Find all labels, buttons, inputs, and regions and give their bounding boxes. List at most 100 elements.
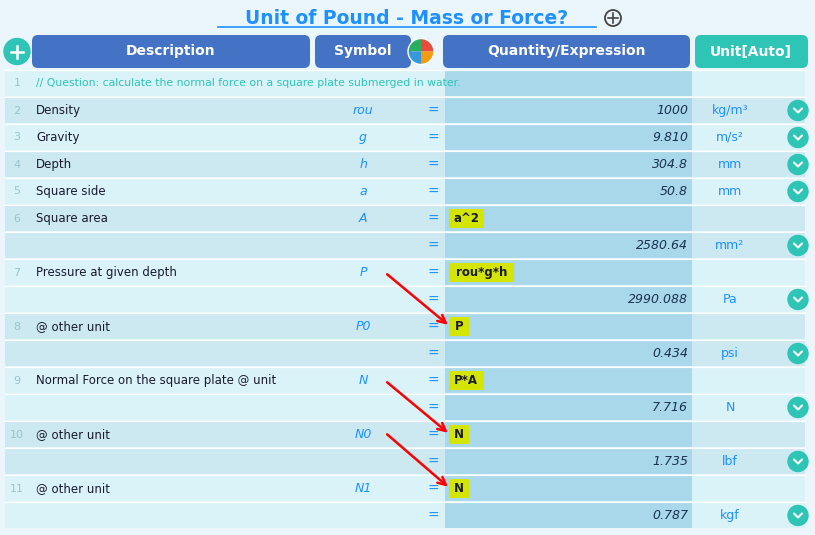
Bar [445, 152, 692, 177]
Text: 6: 6 [14, 213, 20, 224]
Text: Unit of Pound - Mass or Force?: Unit of Pound - Mass or Force? [245, 9, 569, 27]
Bar [445, 98, 692, 123]
Text: 50.8: 50.8 [660, 185, 688, 198]
Text: 4: 4 [13, 159, 20, 170]
Circle shape [788, 289, 808, 310]
Text: 9: 9 [13, 376, 20, 386]
Bar [449, 317, 469, 336]
Circle shape [788, 398, 808, 417]
Text: 2990.088: 2990.088 [628, 293, 688, 306]
Bar [5, 97, 805, 123]
Text: psi: psi [721, 347, 739, 360]
Text: Normal Force on the square plate @ unit: Normal Force on the square plate @ unit [36, 374, 276, 387]
FancyBboxPatch shape [443, 35, 690, 68]
Text: Square side: Square side [36, 185, 106, 198]
Bar [445, 476, 692, 501]
Text: A: A [359, 212, 368, 225]
Bar [445, 71, 692, 96]
Bar [445, 449, 692, 474]
Text: mm²: mm² [716, 239, 745, 252]
Wedge shape [408, 39, 421, 51]
Text: =: = [427, 427, 438, 441]
Text: 1000: 1000 [656, 104, 688, 117]
Text: =: = [427, 455, 438, 469]
Text: =: = [427, 239, 438, 253]
Circle shape [788, 101, 808, 120]
Text: mm: mm [718, 158, 742, 171]
Text: N: N [359, 374, 368, 387]
Text: N0: N0 [355, 428, 372, 441]
Text: mm: mm [718, 185, 742, 198]
Bar [5, 475, 805, 501]
Text: h: h [359, 158, 367, 171]
Text: 7: 7 [13, 268, 20, 278]
Text: N1: N1 [355, 482, 372, 495]
Circle shape [4, 39, 30, 65]
Bar [5, 367, 805, 393]
Text: N: N [454, 482, 464, 495]
Text: N: N [454, 428, 464, 441]
Bar [445, 422, 692, 447]
Text: N: N [725, 401, 734, 414]
Bar [5, 259, 805, 285]
Bar [5, 502, 805, 528]
FancyBboxPatch shape [32, 35, 310, 68]
Bar [5, 205, 805, 231]
Text: Quantity/Expression: Quantity/Expression [487, 44, 645, 58]
Text: Unit[Auto]: Unit[Auto] [710, 44, 792, 58]
Text: =: = [427, 373, 438, 387]
Text: @ other unit: @ other unit [36, 320, 110, 333]
Text: =: = [427, 319, 438, 333]
Wedge shape [421, 39, 434, 51]
Bar [5, 124, 805, 150]
Text: 5: 5 [14, 187, 20, 196]
Circle shape [788, 235, 808, 256]
Bar [449, 425, 469, 444]
Text: rou: rou [353, 104, 373, 117]
Text: =: = [427, 103, 438, 118]
Bar [445, 287, 692, 312]
Text: 304.8: 304.8 [652, 158, 688, 171]
Bar [5, 178, 805, 204]
Text: Description: Description [126, 44, 216, 58]
Text: lbf: lbf [722, 455, 738, 468]
Circle shape [788, 343, 808, 363]
Text: 1.735: 1.735 [652, 455, 688, 468]
Bar [5, 421, 805, 447]
Bar [5, 340, 805, 366]
Text: Depth: Depth [36, 158, 72, 171]
Text: =: = [427, 508, 438, 523]
Text: 0.434: 0.434 [652, 347, 688, 360]
Bar [445, 368, 692, 393]
Text: P: P [359, 266, 367, 279]
Text: rou*g*h: rou*g*h [456, 266, 507, 279]
Text: a^2: a^2 [453, 212, 479, 225]
Bar [445, 260, 692, 285]
Circle shape [788, 506, 808, 525]
Circle shape [788, 181, 808, 202]
Circle shape [788, 452, 808, 471]
Text: 0.787: 0.787 [652, 509, 688, 522]
Bar [5, 232, 805, 258]
Wedge shape [421, 51, 434, 65]
Text: P0: P0 [355, 320, 371, 333]
Wedge shape [408, 51, 421, 65]
Text: @ other unit: @ other unit [36, 482, 110, 495]
Text: a: a [359, 185, 367, 198]
Text: kgf: kgf [720, 509, 740, 522]
Text: Gravity: Gravity [36, 131, 80, 144]
Bar [5, 394, 805, 420]
Text: 9.810: 9.810 [652, 131, 688, 144]
Text: =: = [427, 211, 438, 225]
Text: =: = [427, 131, 438, 144]
Bar [445, 206, 692, 231]
Bar [5, 286, 805, 312]
Text: 8: 8 [13, 322, 20, 332]
Bar [5, 448, 805, 474]
Bar [445, 341, 692, 366]
FancyBboxPatch shape [695, 35, 808, 68]
Text: // Question: calculate the normal force on a square plate submerged in water.: // Question: calculate the normal force … [36, 79, 460, 88]
Text: Symbol: Symbol [334, 44, 392, 58]
Text: =: = [427, 293, 438, 307]
Circle shape [788, 155, 808, 174]
